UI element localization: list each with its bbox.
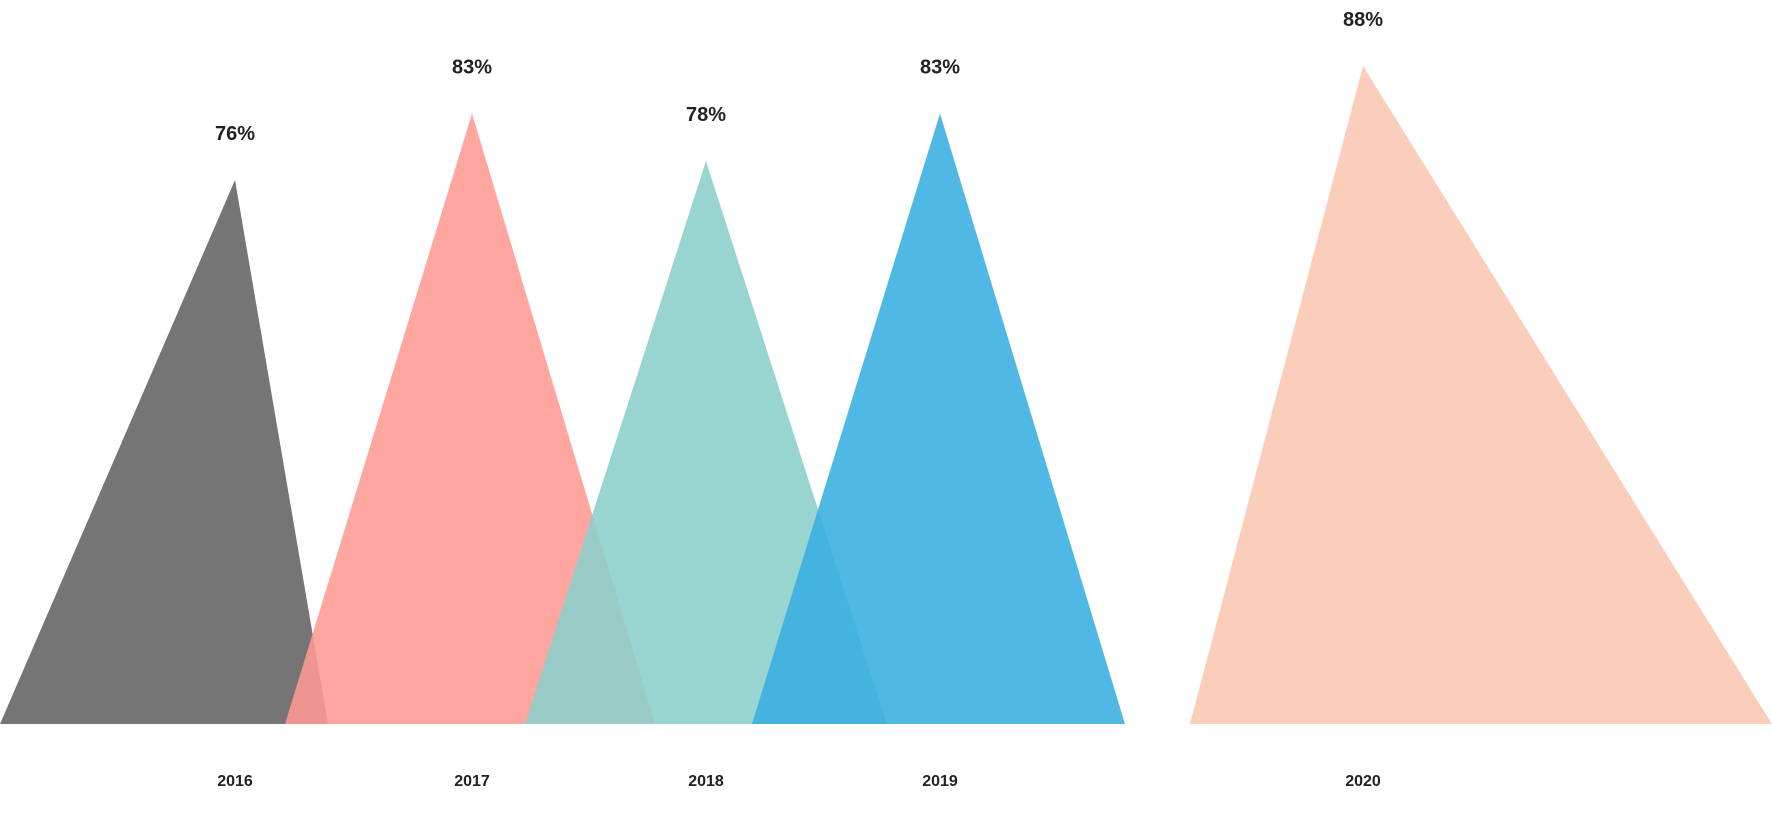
triangle-bar-2019 xyxy=(752,113,1125,724)
data-label: 83% xyxy=(452,57,492,79)
data-label: 83% xyxy=(920,57,960,79)
x-tick-label: 2016 xyxy=(217,773,253,790)
triangle-bar-2017 xyxy=(285,113,655,724)
x-tick-label: 2018 xyxy=(688,773,724,790)
data-label: 88% xyxy=(1343,9,1383,31)
x-tick-label: 2019 xyxy=(922,773,958,790)
x-tick-label: 2020 xyxy=(1345,773,1381,790)
data-label: 78% xyxy=(686,104,726,126)
x-tick-label: 2017 xyxy=(454,773,490,790)
triangle-bar-2020 xyxy=(1190,66,1772,724)
data-label: 76% xyxy=(215,123,255,145)
triangle-bar-2016 xyxy=(0,180,328,724)
